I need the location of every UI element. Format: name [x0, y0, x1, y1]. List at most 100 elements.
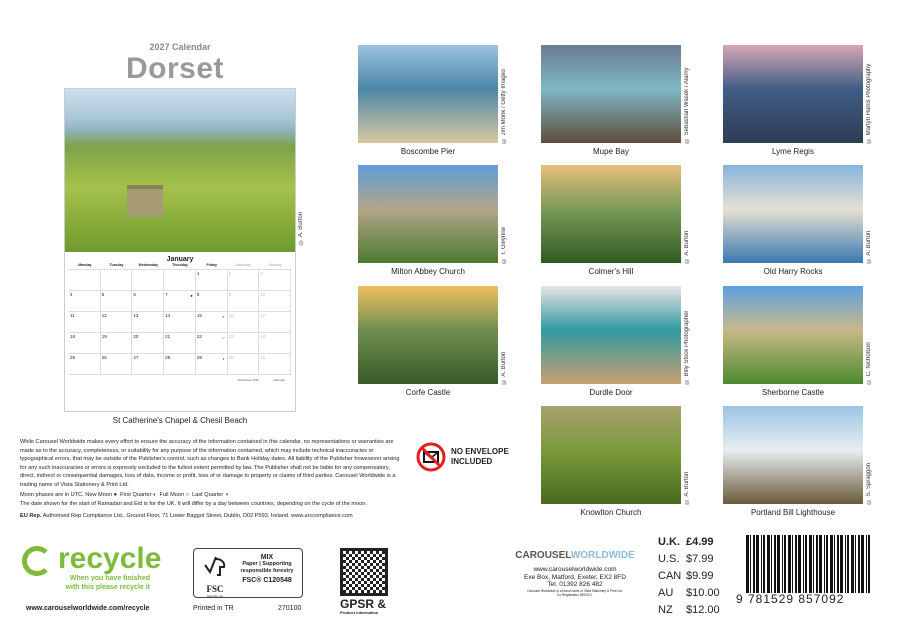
barcode-bar: [805, 535, 807, 593]
price-region: CAN: [658, 570, 682, 582]
price-region: U.S.: [658, 553, 680, 565]
mini-calendars: December 2026 February: [65, 375, 295, 385]
day-cell: 8: [195, 291, 228, 312]
photo-caption: Mupe Bay: [592, 147, 630, 156]
photo-caption: Corfe Castle: [405, 388, 451, 397]
price-row: U.K. £4.99: [658, 534, 720, 551]
day-number: 31: [260, 355, 266, 360]
day-cell: 23: [227, 333, 260, 354]
main-photo: [65, 89, 295, 252]
photo-credit: © Martyn Harris Photography: [866, 63, 872, 143]
barcode-bar: [813, 535, 814, 593]
day-cell: 31: [259, 354, 291, 375]
publisher-url: www.carouselworldwide.com: [533, 566, 617, 573]
barcode-bar: [798, 535, 801, 593]
no-envelope-line2: INCLUDED: [451, 457, 493, 466]
photo-portland-bill-lighthouse: [723, 406, 863, 504]
day-number: 20: [133, 334, 139, 339]
price-region: U.K.: [658, 536, 680, 548]
main-month-preview: January Monday Tuesday Wednesday Thursday Fr…: [64, 88, 296, 412]
fsc-site: www.fsc.org: [206, 594, 224, 598]
day-number: 27: [133, 355, 139, 360]
price-row: AU $10.00: [658, 585, 720, 602]
barcode-bar: [763, 535, 765, 593]
price-value: £4.99: [686, 536, 714, 548]
barcode-bar: [774, 535, 776, 593]
photo-caption: Boscombe Pier: [400, 147, 456, 156]
barcode-bar: [847, 535, 849, 593]
day-number: 13: [133, 313, 139, 318]
day-number: 8: [196, 292, 200, 297]
day-cell: 16: [227, 312, 260, 333]
price-region: NZ: [658, 604, 673, 616]
photo-old-harry-rocks: [723, 165, 863, 263]
day-cell: 13: [132, 312, 165, 333]
photo-credit: © Sebastian Wasek / Alamy: [684, 67, 690, 143]
barcode-bar: [834, 535, 835, 593]
day-number: 21: [165, 334, 171, 339]
gpsr-qr-code[interactable]: [340, 548, 388, 596]
day-cell: 7 ●: [164, 291, 196, 312]
day-cell: 26: [100, 354, 133, 375]
month-name: January: [166, 256, 194, 263]
photo-credit: © Billy Stock Photographer: [684, 310, 690, 384]
fsc-label: FSC www.fsc.org MIX Paper | Supporting r…: [193, 548, 303, 598]
photo-credit: © C. Nicholson: [866, 342, 872, 384]
day-cell: 25: [69, 354, 101, 375]
day-number: 23: [228, 334, 234, 339]
day-number: 2: [228, 271, 232, 276]
photo-caption: Portland Bill Lighthouse: [750, 508, 836, 517]
photo-lyme-regis: [723, 45, 863, 143]
recycle-line2: with this please recycle it: [65, 584, 150, 591]
day-cell: 6: [132, 291, 165, 312]
barcode-bar: [750, 535, 751, 593]
photo-sherborne-castle: [723, 286, 863, 384]
photo-durdle-door: [541, 286, 681, 384]
barcode-bar: [830, 535, 833, 593]
barcode-bar: [756, 535, 759, 593]
day-cell: 21: [164, 333, 196, 354]
day-cell: [164, 270, 196, 291]
chapel-shape: [127, 185, 163, 217]
carousel-logo: CAROUSELWORLDWIDE: [515, 550, 635, 561]
photo-credit: © S. Spraggon: [866, 462, 872, 504]
weekday-label: Tuesday: [109, 263, 124, 267]
day-number: 24: [260, 334, 266, 339]
last-quarter: Last Quarter: [192, 491, 224, 498]
tree-check-icon: [204, 556, 226, 576]
day-number: 26: [101, 355, 107, 360]
weekday-label: Saturday: [235, 263, 251, 267]
barcode-bar: [819, 535, 822, 593]
photo-caption: Knowlton Church: [580, 508, 642, 517]
photo-credit: © A. Burton: [684, 230, 690, 263]
day-number: 30: [228, 355, 234, 360]
isbn-digits: 9 781529 857092: [736, 592, 845, 606]
recycle-line1: When you have finished: [69, 575, 150, 582]
photo-boscombe-pier: [358, 45, 498, 143]
barcode-bar: [868, 535, 870, 593]
photo-caption: Milton Abbey Church: [391, 267, 465, 276]
photo-colmer-s-hill: [541, 165, 681, 263]
barcode-bar: [795, 535, 797, 593]
photo-mupe-bay: [541, 45, 681, 143]
publisher-address: Exe Box, Matford, Exeter, EX2 8FD: [524, 573, 626, 581]
photo-knowlton-church: [541, 406, 681, 504]
fsc-line2: responsible forestry: [240, 568, 294, 574]
day-cell: 5: [100, 291, 133, 312]
day-number: 3: [260, 271, 263, 276]
day-number: 6: [133, 292, 136, 297]
day-number: 25: [70, 355, 76, 360]
price-value: $9.99: [686, 570, 714, 582]
barcode-bar: [824, 535, 825, 593]
barcode-bar: [866, 535, 867, 593]
weekday-label: Wednesday: [138, 263, 158, 267]
day-cell: 30: [227, 354, 260, 375]
no-envelope-icon: [416, 442, 446, 472]
day-number: 29: [196, 355, 202, 360]
price-list: U.K. £4.99 U.S. $7.99 CAN $9.99 AU $10.00 NZ $12.…: [658, 534, 720, 619]
photo-caption: Colmer's Hill: [588, 267, 634, 276]
isbn-barcode: 9 781529 857092: [736, 535, 876, 606]
day-number: 1: [196, 271, 200, 276]
fsc-mix: MIX: [260, 554, 274, 561]
eu-rep-text: Authorised Rep Compliance Ltd., Ground F…: [42, 512, 353, 519]
